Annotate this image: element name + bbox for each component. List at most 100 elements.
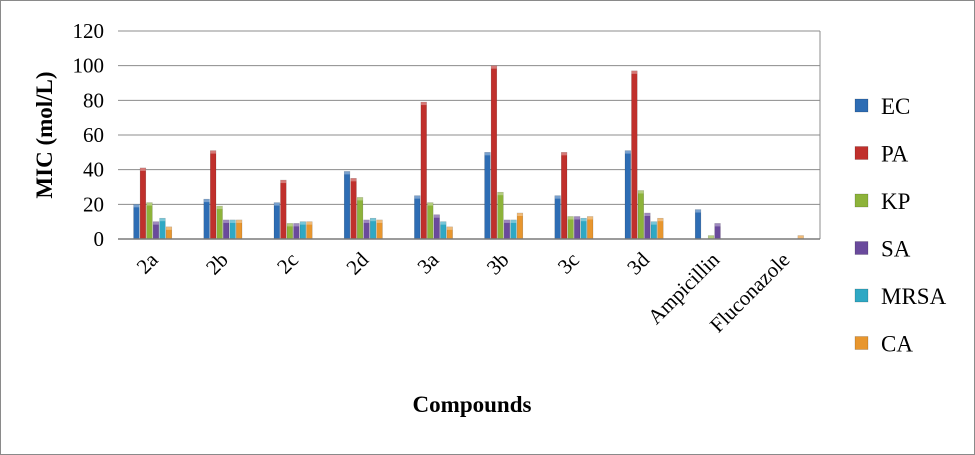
bar-highlight — [504, 219, 510, 223]
bar-ca-3c — [587, 216, 594, 240]
bar-highlight — [357, 197, 363, 201]
bar-highlight — [370, 218, 376, 222]
bar-pa-2c — [280, 179, 287, 240]
bar-highlight — [427, 202, 434, 206]
x-axis-title: Compounds — [413, 392, 532, 417]
x-tick-label: 3c — [553, 248, 584, 279]
bar-ec-3b — [484, 152, 491, 240]
x-tick-label: 2d — [341, 247, 373, 279]
bar-pa-2d — [350, 178, 357, 240]
bar-highlight — [651, 221, 657, 225]
bar-highlight — [714, 223, 721, 227]
bar-highlight — [644, 213, 651, 216]
y-tick-label: 0 — [94, 227, 105, 251]
bar-highlight — [414, 195, 421, 199]
x-tick-label: 2a — [132, 247, 163, 278]
bar-highlight — [274, 202, 280, 206]
bar-highlight — [638, 190, 644, 194]
bar-ca-3b — [516, 212, 524, 240]
y-tick-label: 80 — [83, 88, 104, 112]
legend: EC PA KP SA MRSA CA — [854, 94, 947, 357]
bar-kp-2d — [356, 197, 364, 240]
bar-pa-2a — [139, 167, 147, 240]
bar-highlight — [140, 167, 146, 171]
bar-mrsa-2a — [159, 217, 166, 240]
bar-kp-3a — [427, 202, 434, 240]
legend-swatch-ca — [854, 336, 869, 350]
bar-highlight — [708, 235, 714, 239]
bar-ec-2c — [273, 202, 280, 240]
bar-ec-2a — [133, 204, 140, 240]
bar-highlight — [695, 209, 701, 213]
bar-highlight — [625, 150, 631, 154]
bar-highlight — [491, 65, 497, 69]
bar-highlight — [344, 171, 350, 175]
x-tick-label: 3d — [622, 247, 654, 279]
bar-highlight — [236, 219, 242, 223]
bar-highlight — [574, 216, 580, 220]
bar-highlight — [153, 221, 159, 225]
legend-swatch-ec — [854, 98, 869, 113]
legend-label-pa: PA — [881, 142, 909, 167]
bar-pa-3b — [490, 65, 498, 240]
bar-highlight — [216, 206, 223, 210]
grid-lines — [118, 30, 821, 239]
x-tick-label: 2c — [272, 248, 303, 279]
x-tick-label: 2b — [201, 248, 233, 280]
bar-highlight — [561, 152, 567, 156]
legend-label-ec: EC — [881, 94, 910, 119]
legend-swatch-kp — [854, 193, 869, 208]
bar-kp-3b — [497, 191, 504, 240]
bar-highlight — [166, 226, 172, 230]
bar-highlight — [497, 192, 504, 196]
y-tick-label: 40 — [83, 158, 104, 182]
bar-kp-2b — [216, 205, 223, 240]
x-tick-label: 3a — [412, 247, 443, 278]
bar-pa-3a — [420, 101, 427, 240]
bar-highlight — [567, 216, 574, 220]
bar-highlight — [229, 219, 236, 223]
bar-ec-3a — [414, 195, 421, 240]
bar-highlight — [223, 219, 229, 223]
bar-highlight — [484, 152, 491, 156]
bar-ec-ampicillin — [694, 209, 702, 240]
bar-ec-3d — [624, 150, 631, 240]
y-tick-label: 100 — [73, 54, 105, 78]
bar-highlight — [146, 202, 153, 206]
bar-highlight — [580, 218, 587, 222]
legend-label-sa: SA — [881, 237, 911, 262]
bar-highlight — [280, 180, 287, 184]
bar-highlight — [446, 226, 453, 230]
bar-kp-3c — [567, 216, 574, 240]
bar-highlight — [433, 214, 440, 218]
bar-highlight — [210, 150, 216, 154]
x-tick-label: 3b — [482, 248, 514, 280]
bar-ec-3c — [554, 195, 561, 240]
bar-ec-2d — [343, 171, 351, 240]
bar-kp-3d — [637, 190, 644, 240]
bar-highlight — [203, 199, 210, 203]
legend-swatch-pa — [854, 146, 869, 160]
bar-highlight — [440, 221, 447, 225]
bar-pa-3d — [631, 70, 638, 240]
bar-highlight — [510, 219, 517, 223]
bar-highlight — [350, 178, 357, 182]
legend-label-mrsa: MRSA — [881, 284, 947, 309]
bar-highlight — [587, 216, 593, 220]
bar-highlight — [657, 218, 664, 222]
bar-highlight — [159, 218, 166, 222]
y-tick-label: 20 — [83, 192, 104, 216]
bar-highlight — [554, 195, 561, 199]
bar-highlight — [300, 221, 306, 225]
bar-sa-3a — [433, 214, 440, 240]
bar-highlight — [376, 219, 383, 223]
bar-highlight — [631, 70, 638, 74]
bar-highlight — [133, 204, 140, 208]
bar-highlight — [420, 102, 427, 106]
bar-mrsa-3c — [580, 217, 587, 240]
legend-label-kp: KP — [881, 189, 910, 214]
y-axis-title: MIC (mol/L) — [32, 71, 57, 198]
bar-highlight — [287, 223, 293, 227]
